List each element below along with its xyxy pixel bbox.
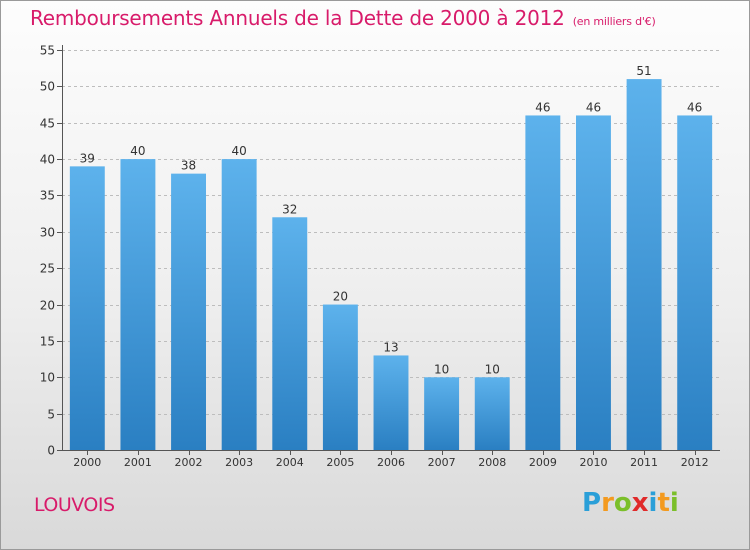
bar bbox=[373, 355, 409, 450]
data-label: 20 bbox=[333, 290, 348, 304]
data-label: 46 bbox=[586, 100, 601, 114]
y-tick-label: 25 bbox=[40, 262, 55, 276]
logo-letter: o bbox=[613, 488, 632, 518]
logo-letter: P bbox=[582, 488, 602, 518]
x-tick-label: 2011 bbox=[630, 456, 658, 469]
bar bbox=[221, 159, 257, 450]
x-tick-label: 2010 bbox=[579, 456, 607, 469]
y-tick-label: 15 bbox=[40, 335, 55, 349]
logo-letter: x bbox=[631, 488, 649, 518]
y-tick-label: 20 bbox=[40, 299, 55, 313]
x-tick-label: 2000 bbox=[73, 456, 101, 469]
x-tick-label: 2003 bbox=[225, 456, 253, 469]
y-tick-label: 45 bbox=[40, 117, 55, 131]
data-label: 38 bbox=[181, 159, 196, 173]
x-tick-label: 2008 bbox=[478, 456, 506, 469]
x-tick-label: 2005 bbox=[326, 456, 354, 469]
data-label: 51 bbox=[636, 64, 651, 78]
data-label: 10 bbox=[434, 362, 449, 376]
y-tick-label: 40 bbox=[40, 153, 55, 167]
axes bbox=[57, 45, 720, 455]
x-tick-label: 2004 bbox=[276, 456, 304, 469]
x-tick-label: 2006 bbox=[377, 456, 405, 469]
chart-title: Remboursements Annuels de la Dette de 20… bbox=[30, 6, 656, 30]
y-tick-label: 5 bbox=[47, 408, 55, 422]
logo-letter: t bbox=[657, 488, 670, 518]
data-label: 13 bbox=[383, 340, 398, 354]
x-tick-label: 2002 bbox=[175, 456, 203, 469]
y-tick-label: 30 bbox=[40, 226, 55, 240]
bar bbox=[272, 217, 308, 450]
bars bbox=[69, 79, 713, 451]
data-label: 40 bbox=[130, 144, 145, 158]
y-tick-label: 55 bbox=[40, 44, 55, 58]
x-tick-label: 2012 bbox=[681, 456, 709, 469]
bar bbox=[120, 159, 156, 450]
x-tick-label: 2009 bbox=[529, 456, 557, 469]
proxiti-logo: Proxiti bbox=[582, 488, 679, 518]
x-tick-label: 2007 bbox=[428, 456, 456, 469]
logo-letter: r bbox=[601, 488, 614, 518]
data-label: 39 bbox=[80, 151, 95, 165]
x-tick-label: 2001 bbox=[124, 456, 152, 469]
data-label: 46 bbox=[535, 100, 550, 114]
y-tick-label: 50 bbox=[40, 80, 55, 94]
chart-title-text: Remboursements Annuels de la Dette de 20… bbox=[30, 6, 565, 30]
bar bbox=[677, 115, 713, 451]
bar bbox=[424, 377, 460, 450]
bar bbox=[171, 173, 207, 451]
data-label: 40 bbox=[232, 144, 247, 158]
y-tick-label: 0 bbox=[47, 444, 55, 458]
labels: 0 5 10 15 20 25 30 35 40 45 50 55 39 2000 40 2001 38 2002… bbox=[40, 44, 709, 470]
logo-letter: i bbox=[648, 488, 658, 518]
bar bbox=[322, 304, 358, 450]
town-name: LOUVOIS bbox=[34, 494, 115, 516]
bar bbox=[626, 79, 662, 450]
bar bbox=[69, 166, 105, 450]
bar bbox=[525, 115, 561, 451]
data-label: 32 bbox=[282, 202, 297, 216]
y-tick-label: 10 bbox=[40, 371, 55, 385]
bar bbox=[575, 115, 611, 451]
data-label: 10 bbox=[485, 362, 500, 376]
y-tick-label: 35 bbox=[40, 189, 55, 203]
bar bbox=[474, 377, 510, 450]
data-label: 46 bbox=[687, 100, 702, 114]
chart-subtitle: (en milliers d'€) bbox=[572, 15, 656, 28]
logo-letter: i bbox=[669, 488, 679, 518]
